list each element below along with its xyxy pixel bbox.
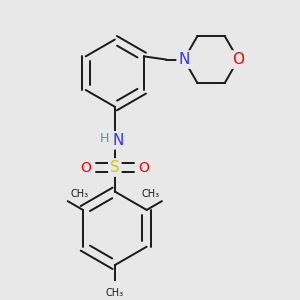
- Text: N: N: [178, 52, 190, 67]
- Text: O: O: [81, 160, 92, 175]
- Text: O: O: [232, 52, 244, 67]
- Text: CH₃: CH₃: [70, 189, 88, 199]
- Text: CH₃: CH₃: [106, 289, 124, 298]
- Text: H: H: [100, 132, 109, 145]
- Text: O: O: [138, 160, 149, 175]
- Text: CH₃: CH₃: [141, 189, 159, 199]
- Text: N: N: [113, 133, 124, 148]
- Text: S: S: [110, 160, 120, 175]
